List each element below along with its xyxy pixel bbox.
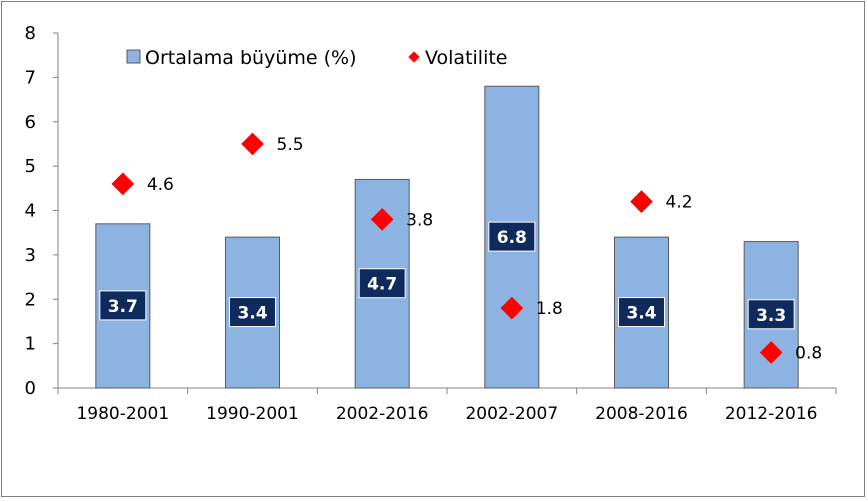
bar-label-box bbox=[99, 290, 147, 321]
marker-data-label: 3.8 bbox=[406, 210, 433, 230]
bar-data-label: 3.4 bbox=[626, 304, 656, 324]
bar-data-label: 6.8 bbox=[497, 228, 527, 248]
legend-label-bar: Ortalama büyüme (%) bbox=[145, 47, 356, 69]
x-tick-label: 2002-2016 bbox=[336, 404, 429, 424]
x-tick-label: 1980-2001 bbox=[76, 404, 169, 424]
markers: 4.6 5.5 3.8 1.8 4.2 0.8 bbox=[111, 132, 822, 364]
volatility-marker bbox=[500, 296, 524, 320]
volatility-marker bbox=[630, 190, 653, 213]
y-tick-label: 8 bbox=[25, 23, 36, 44]
bar-label-box bbox=[229, 297, 276, 328]
volatility-marker bbox=[241, 132, 264, 156]
marker-data-label: 1.8 bbox=[536, 299, 563, 319]
axes: 0 1 2 3 4 5 6 7 8 1980-2001 1990-2001 2002-2016 2002… bbox=[25, 23, 837, 424]
y-tick-label: 6 bbox=[25, 112, 36, 133]
y-tick-label: 3 bbox=[25, 245, 36, 266]
marker-data-label: 5.5 bbox=[277, 135, 304, 155]
legend-label-marker: Volatilite bbox=[425, 47, 508, 69]
bar-data-label: 3.7 bbox=[108, 297, 138, 317]
bar-data-label: 4.7 bbox=[367, 275, 397, 295]
marker-data-label: 4.2 bbox=[666, 193, 693, 213]
bar-data-label: 3.3 bbox=[756, 306, 786, 326]
marker-data-label: 4.6 bbox=[147, 175, 174, 195]
bar-label-box bbox=[358, 268, 406, 299]
y-tick-label: 2 bbox=[25, 289, 36, 310]
marker-data-label: 0.8 bbox=[795, 344, 822, 364]
y-tick-label: 4 bbox=[25, 201, 36, 222]
x-tick-label: 1990-2001 bbox=[206, 404, 299, 424]
y-tick-label: 7 bbox=[25, 67, 36, 88]
legend-swatch-bar bbox=[126, 49, 141, 64]
x-tick-label: 2012-2016 bbox=[725, 404, 818, 424]
bar-label-box bbox=[747, 299, 795, 330]
bar-data-label: 3.4 bbox=[237, 304, 267, 324]
x-tick-label: 2002-2007 bbox=[465, 404, 558, 424]
y-tick-label: 5 bbox=[25, 156, 36, 177]
y-tick-label: 0 bbox=[25, 378, 36, 399]
legend-swatch-marker bbox=[408, 51, 420, 63]
legend: Ortalama büyüme (%) Volatilite bbox=[126, 47, 508, 69]
bar-label-box bbox=[618, 297, 665, 328]
bar-label-box bbox=[488, 221, 536, 252]
x-tick-label: 2008-2016 bbox=[595, 404, 688, 424]
y-tick-label: 1 bbox=[25, 334, 36, 355]
volatility-marker bbox=[111, 172, 135, 196]
bars: 3.7 3.4 4.7 6.8 3.4 3.3 bbox=[95, 85, 799, 389]
volatility-marker bbox=[759, 341, 783, 364]
